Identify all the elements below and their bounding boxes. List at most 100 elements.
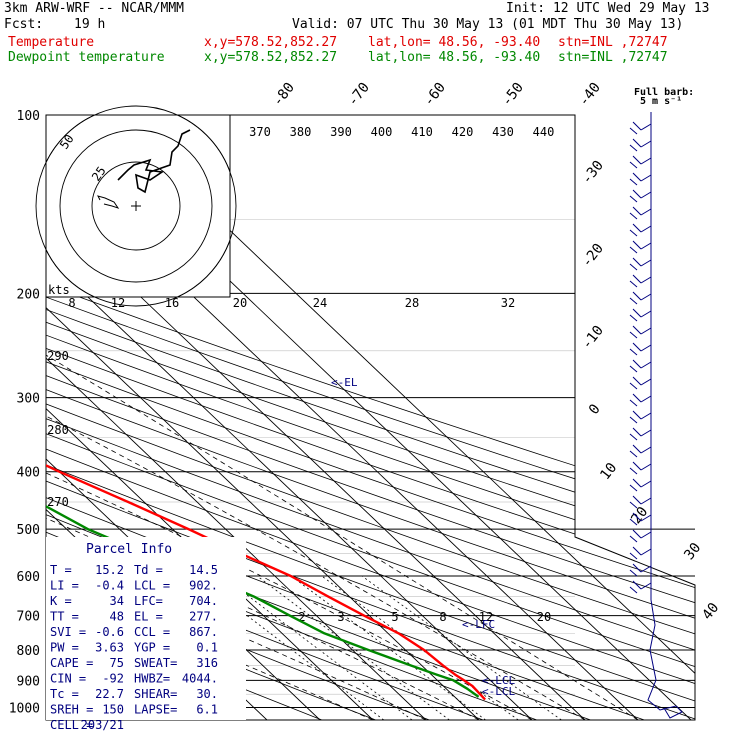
dewpoint-latlon: lat,lon= 48.56, -93.40 xyxy=(368,50,541,65)
dry-adiabat-line xyxy=(46,115,430,720)
wind-barb-tick xyxy=(629,348,638,356)
wind-barb-tick xyxy=(629,178,638,186)
mixing-ratio-line xyxy=(290,575,486,720)
dry-adiabat-line xyxy=(46,115,695,720)
dry-adiabat-label: 420 xyxy=(452,125,474,139)
parcel-cell: T = xyxy=(50,563,72,577)
wind-barbs xyxy=(629,112,683,719)
wind-barb-tick xyxy=(632,410,642,420)
wind-barb xyxy=(640,327,652,335)
wind-barb-tick xyxy=(629,586,638,594)
mixing-ratio-line xyxy=(195,575,385,720)
dry-adiabat-label: 410 xyxy=(411,125,433,139)
isotherm-label: 40 xyxy=(699,600,722,623)
parcel-cell: K = xyxy=(50,594,72,608)
wind-barb-tick xyxy=(632,274,642,284)
temperature-legend: Temperature xyxy=(8,35,95,50)
fcst-value: 19 h xyxy=(74,17,106,32)
hodo-ring-label: 25 xyxy=(89,164,109,184)
wind-barb xyxy=(640,548,652,556)
isotherm-line xyxy=(46,115,374,720)
low-level-barbs xyxy=(647,599,683,719)
dry-adiabat-line xyxy=(46,115,695,720)
pressure-tick-label: 100 xyxy=(17,109,40,124)
level-annotation: <-LFC xyxy=(462,618,495,631)
moist-adiabat-line xyxy=(46,292,639,720)
wind-barb xyxy=(640,225,652,233)
dry-adiabat-line xyxy=(46,115,695,720)
dry-adiabat-line xyxy=(46,115,695,720)
fcst-label: Fcst: xyxy=(4,17,44,32)
wind-barb-tick xyxy=(632,342,642,352)
wind-barb-tick xyxy=(629,416,638,424)
pressure-tick-label: 300 xyxy=(17,392,40,407)
dewpoint-coords: x,y=578.52,852.27 xyxy=(204,50,338,65)
wind-barb xyxy=(640,378,652,386)
parcel-cell: 3.63 xyxy=(95,641,124,655)
wind-barb xyxy=(640,157,652,165)
dry-adiabat-line xyxy=(46,115,695,720)
wind-barb xyxy=(640,208,652,216)
moist-adiabat-line xyxy=(46,292,374,720)
hodograph: 50 25 kts xyxy=(35,105,237,307)
wind-barb xyxy=(640,412,652,420)
model-title: 3km ARW-WRF -- NCAR/MMM xyxy=(4,1,185,16)
parcel-cell: CAPE = xyxy=(50,656,93,670)
mixing-ratio-label: 5 xyxy=(391,610,398,624)
wind-barb-tick xyxy=(632,580,642,590)
wind-barb-tick xyxy=(629,331,638,339)
isotherm-label: -20 xyxy=(579,241,607,271)
parcel-cell: 15.2 xyxy=(95,563,124,577)
pressure-tick-label: 700 xyxy=(17,610,40,625)
theta-label: 290 xyxy=(47,349,69,363)
wind-barb-tick xyxy=(632,240,642,250)
wind-barb xyxy=(640,497,652,505)
wind-barb-tick xyxy=(629,484,638,492)
parcel-cell: 6.1 xyxy=(196,703,218,717)
wind-barb-tick xyxy=(632,291,642,301)
parcel-cell: -0.6 xyxy=(95,625,124,639)
parcel-cell: 277. xyxy=(189,610,218,624)
parcel-cell: CELL = xyxy=(50,718,93,732)
temperature-latlon: lat,lon= 48.56, -93.40 xyxy=(368,35,541,50)
parcel-title: Parcel Info xyxy=(86,542,172,557)
valid-time: Valid: 07 UTC Thu 30 May 13 (01 MDT Thu … xyxy=(292,17,684,32)
isotherm-label: 10 xyxy=(597,460,620,483)
wind-barb-tick xyxy=(632,359,642,369)
temperature-coords: x,y=578.52,852.27 xyxy=(204,35,338,50)
isotherm-line xyxy=(0,115,2,720)
hodo-speed-label: 28 xyxy=(405,296,419,310)
wind-barb-tick xyxy=(629,195,638,203)
dewpoint-legend: Dewpoint temperature xyxy=(8,50,165,65)
dry-adiabat-line xyxy=(46,115,695,720)
parcel-rows: T = 15.2 Td = 14.5 LI = -0.4 LCL = 902. K = 34 LFC… xyxy=(50,563,218,732)
wind-barb-tick xyxy=(632,376,642,386)
parcel-cell: 704. xyxy=(189,594,218,608)
hodo-trace xyxy=(117,129,191,194)
wind-barb-tick xyxy=(632,325,642,335)
parcel-cell: EL = xyxy=(134,610,163,624)
wind-barb-tick xyxy=(632,546,642,556)
wind-barb-tick xyxy=(632,393,642,403)
wind-barb-tick xyxy=(629,518,638,526)
pressure-tick-label: 400 xyxy=(17,466,40,481)
wind-barb xyxy=(640,259,652,267)
parcel-cell: HWBZ= xyxy=(134,672,170,686)
isotherm-line xyxy=(46,115,427,720)
parcel-cell: 14.5 xyxy=(189,563,218,577)
wind-barb xyxy=(640,514,652,522)
isotherm-label: -60 xyxy=(421,80,449,110)
isotherm-label: 30 xyxy=(681,540,704,563)
dry-adiabat-line xyxy=(46,115,695,720)
parcel-cell: LFC= xyxy=(134,594,163,608)
parcel-cell: Tc = xyxy=(50,687,79,701)
wind-barb-tick xyxy=(629,450,638,458)
wind-barb xyxy=(640,446,652,454)
mixing-ratio-line xyxy=(361,575,562,720)
wind-barb-tick xyxy=(632,206,642,216)
hodo-speed-label: 12 xyxy=(111,296,125,310)
hodo-units-label: kts xyxy=(48,283,70,297)
wind-barb-tick xyxy=(632,478,642,488)
parcel-cell: 22.7 xyxy=(95,687,124,701)
mixing-ratio-line xyxy=(221,575,413,720)
